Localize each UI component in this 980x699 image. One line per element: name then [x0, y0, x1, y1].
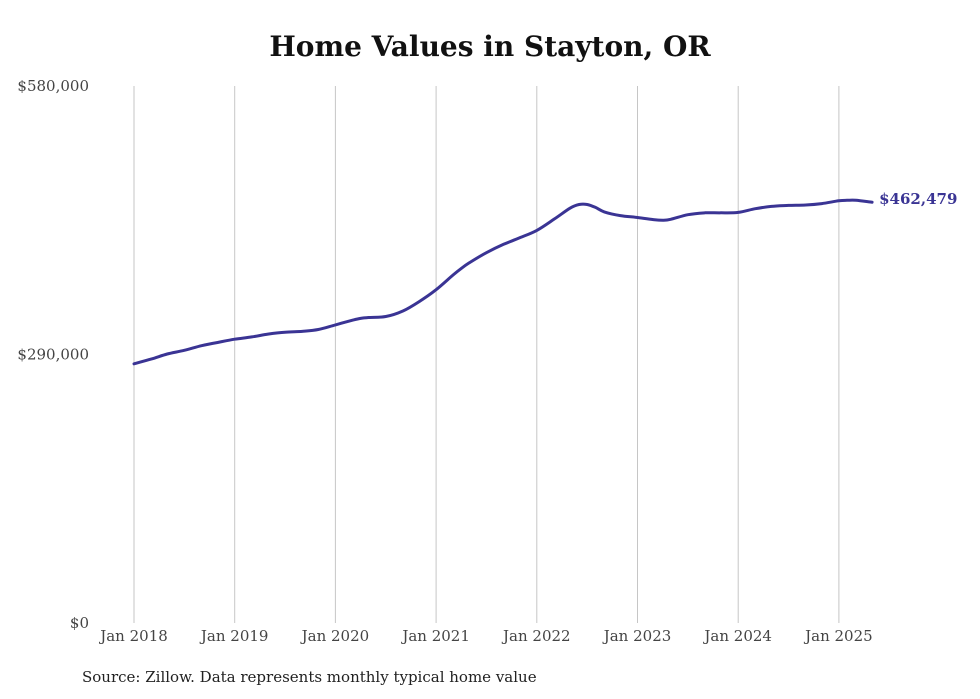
x-tick-label: Jan 2019	[199, 627, 269, 645]
x-axis-tick-labels: Jan 2018 Jan 2019 Jan 2020 Jan 2021 Jan 2022…	[98, 627, 872, 645]
y-axis-tick-labels: $0 $290,000 $580,000	[17, 77, 89, 632]
series-lines	[132, 198, 874, 366]
series-line	[132, 198, 874, 366]
data-labels: $462,479	[879, 190, 957, 208]
end-value-label: $462,479	[879, 190, 957, 208]
x-tick-label: Jan 2018	[98, 627, 168, 645]
x-tick-label: Jan 2020	[300, 627, 370, 645]
y-tick-label: $290,000	[17, 346, 89, 364]
source-note: Source: Zillow. Data represents monthly …	[82, 668, 537, 686]
grid-lines	[133, 86, 840, 623]
x-tick-label: Jan 2025	[803, 627, 873, 645]
x-tick-label: Jan 2023	[602, 627, 672, 645]
chart-title: Home Values in Stayton, OR	[269, 30, 711, 63]
y-tick-label: $580,000	[17, 77, 89, 95]
x-tick-label: Jan 2022	[501, 627, 571, 645]
x-tick-label: Jan 2024	[702, 627, 772, 645]
y-tick-label: $0	[70, 614, 89, 632]
x-tick-label: Jan 2021	[400, 627, 470, 645]
